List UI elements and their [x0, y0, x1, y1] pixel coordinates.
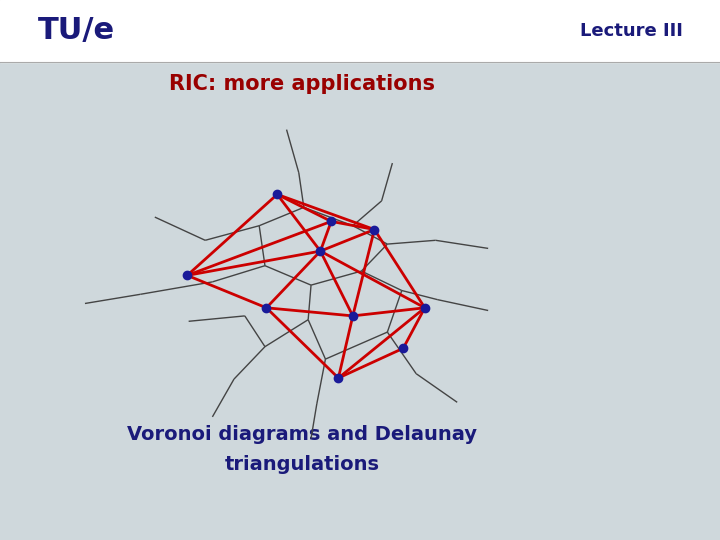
Text: RIC: more applications: RIC: more applications	[169, 73, 436, 94]
Bar	[0, 0, 720, 62]
Text: Voronoi diagrams and Delaunay: Voronoi diagrams and Delaunay	[127, 425, 477, 444]
Text: triangulations: triangulations	[225, 455, 380, 474]
Text: Lecture III: Lecture III	[580, 22, 683, 40]
Text: TU/e: TU/e	[37, 17, 114, 45]
